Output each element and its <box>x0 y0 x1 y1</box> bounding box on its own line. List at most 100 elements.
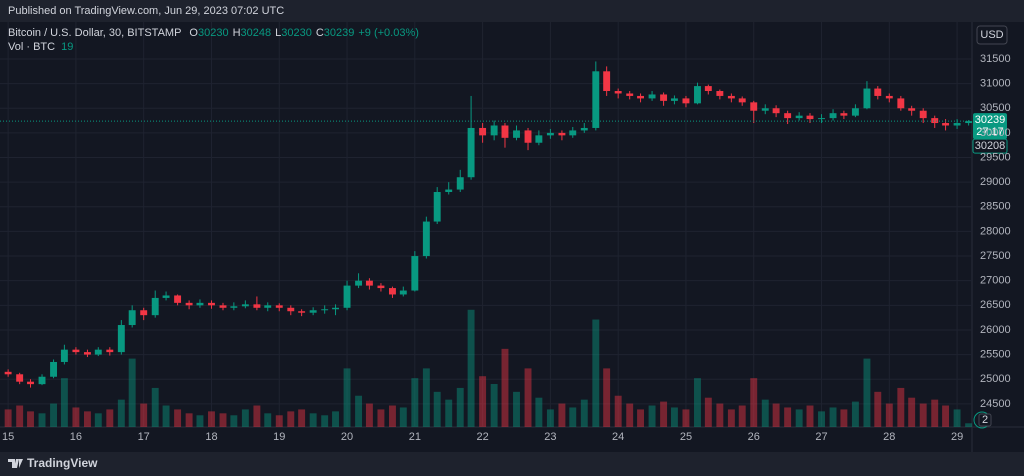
volume-bar <box>253 405 261 427</box>
candle-body <box>953 123 961 126</box>
grid <box>0 22 972 427</box>
volume-bar <box>727 409 735 427</box>
volume-bar <box>60 378 68 427</box>
candle-body <box>637 95 645 99</box>
candle-body <box>772 108 780 114</box>
volume-bar <box>411 378 419 427</box>
volume-bar <box>208 411 215 427</box>
y-tick-label: 29000 <box>980 176 1011 188</box>
volume-bar <box>885 403 893 427</box>
candle-body <box>264 305 272 308</box>
candle-body <box>196 302 204 306</box>
volume-bar <box>309 413 317 427</box>
volume-bar <box>399 407 407 427</box>
y-tick-label: 26500 <box>980 299 1011 311</box>
volume-bar <box>580 399 588 427</box>
volume-bar <box>592 319 600 427</box>
scale-badge-box <box>978 413 992 427</box>
y-tick-label: 24500 <box>980 398 1011 410</box>
volume-bar <box>332 411 339 427</box>
volume-bar <box>151 387 159 427</box>
secondary-price-label: 30208 <box>975 140 1006 152</box>
volume-bar <box>72 407 80 427</box>
volume-bar <box>287 411 295 427</box>
countdown: 27:17 <box>976 126 1004 138</box>
ohlc-label: L <box>275 27 281 39</box>
candle-body <box>919 110 927 119</box>
candle-body <box>219 305 227 308</box>
change: +9 (+0.03%) <box>358 27 419 39</box>
candle-body <box>908 108 916 111</box>
volume-bar <box>761 399 769 427</box>
y-tick-label: 31000 <box>980 78 1011 90</box>
candle-body <box>546 132 554 136</box>
x-tick-label: 22 <box>476 431 488 443</box>
x-tick-label: 17 <box>138 431 150 443</box>
volume-bar <box>321 415 329 427</box>
candle-body <box>94 349 102 355</box>
candle-body <box>569 130 577 136</box>
volume-bar <box>840 409 848 427</box>
candle-body <box>648 94 656 99</box>
y-tick-label: 26000 <box>980 324 1011 336</box>
volume-bar <box>953 409 961 427</box>
volume-bar <box>343 368 351 427</box>
volume-bar <box>829 407 837 427</box>
candle-body <box>614 91 622 94</box>
volume-bar <box>660 401 668 427</box>
volume-bar <box>196 415 204 427</box>
volume-bar <box>558 403 566 427</box>
candle-body <box>829 113 837 119</box>
volume-bar <box>626 403 634 427</box>
volume-bar <box>704 397 712 427</box>
candle-body <box>275 305 283 308</box>
logo-mark <box>8 459 23 468</box>
volume-bar <box>174 409 182 427</box>
candle-body <box>874 88 882 96</box>
candle-body <box>332 307 339 310</box>
volume-bar <box>456 387 464 427</box>
candle-body <box>445 189 453 193</box>
volume-legend: Vol · BTC 19 <box>8 41 73 53</box>
candle-body <box>241 304 249 307</box>
secondary-price-badge <box>972 138 1008 154</box>
candle-body <box>784 113 792 119</box>
volume-bar <box>897 387 905 427</box>
candle-body <box>50 361 58 377</box>
volume-bar <box>185 413 193 427</box>
candle-body <box>208 302 215 306</box>
currency[interactable]: USD <box>980 29 1003 41</box>
volume-bar <box>27 411 34 427</box>
y-tick-label: 27500 <box>980 250 1011 262</box>
volume-bar <box>513 391 520 427</box>
candle-body <box>965 121 973 124</box>
candle-body <box>162 295 170 298</box>
volume-bar <box>106 409 114 427</box>
ohlc-value: 30230 <box>281 27 312 39</box>
volume-label: Vol · BTC <box>8 41 55 53</box>
x-tick-label: 23 <box>544 431 556 443</box>
candle-body <box>490 125 498 136</box>
volume-bar <box>445 399 453 427</box>
y-tick-label: 27000 <box>980 275 1011 287</box>
candle-body <box>128 310 136 326</box>
volume-bar <box>219 413 227 427</box>
x-tick-label: 26 <box>748 431 760 443</box>
currency-box[interactable] <box>976 25 1008 45</box>
candle-body <box>253 304 261 308</box>
candle-body <box>727 95 735 99</box>
volume-bar <box>50 403 58 427</box>
candle-body <box>592 71 600 128</box>
y-tick-label: 28000 <box>980 225 1011 237</box>
volume-bar <box>230 415 238 427</box>
candle-body <box>399 290 407 295</box>
candle-body <box>140 310 148 316</box>
volume-bar <box>365 403 373 427</box>
x-tick-label: 20 <box>341 431 353 443</box>
candle-body <box>151 297 159 316</box>
candle-body <box>411 256 419 291</box>
y-tick-label: 31500 <box>980 53 1011 65</box>
